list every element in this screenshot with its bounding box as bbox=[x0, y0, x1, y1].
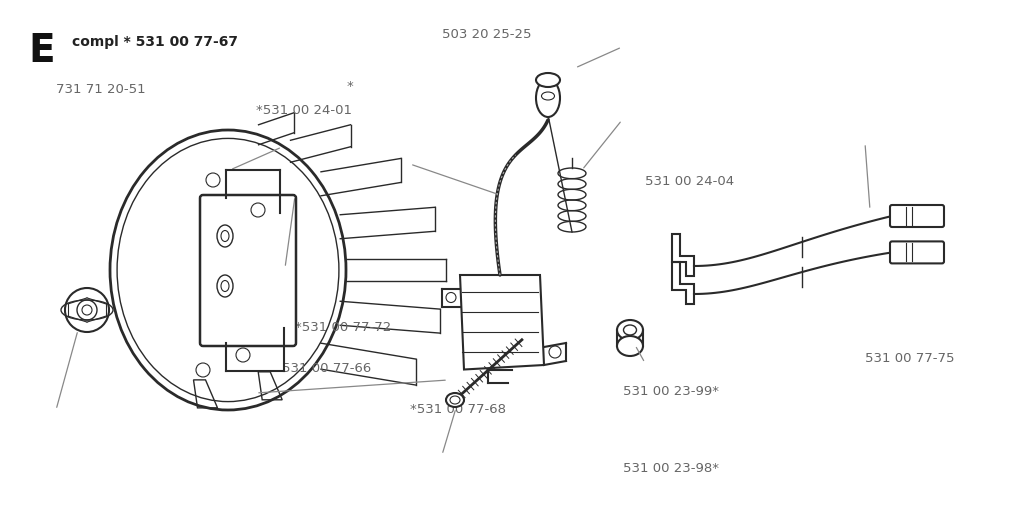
Ellipse shape bbox=[536, 79, 560, 117]
Text: 531 00 23-98*: 531 00 23-98* bbox=[623, 462, 719, 475]
FancyBboxPatch shape bbox=[890, 241, 944, 263]
Text: *531 00 24-01: *531 00 24-01 bbox=[256, 103, 352, 117]
Text: 531 00 23-99*: 531 00 23-99* bbox=[623, 385, 719, 398]
Text: 531 00 77-66: 531 00 77-66 bbox=[282, 362, 371, 375]
Ellipse shape bbox=[617, 320, 643, 340]
FancyBboxPatch shape bbox=[890, 205, 944, 227]
Ellipse shape bbox=[446, 393, 464, 407]
Text: E: E bbox=[28, 32, 54, 70]
Text: 531 00 77-75: 531 00 77-75 bbox=[865, 352, 954, 365]
Text: 731 71 20-51: 731 71 20-51 bbox=[56, 83, 146, 96]
Ellipse shape bbox=[536, 73, 560, 87]
Text: compl * 531 00 77-67: compl * 531 00 77-67 bbox=[72, 35, 238, 49]
Text: *531 00 77-72: *531 00 77-72 bbox=[295, 321, 391, 334]
Text: *531 00 77-68: *531 00 77-68 bbox=[410, 403, 506, 416]
Text: *: * bbox=[346, 79, 353, 93]
Text: 531 00 24-04: 531 00 24-04 bbox=[645, 175, 734, 188]
Ellipse shape bbox=[617, 336, 643, 356]
Text: 503 20 25-25: 503 20 25-25 bbox=[442, 28, 531, 41]
